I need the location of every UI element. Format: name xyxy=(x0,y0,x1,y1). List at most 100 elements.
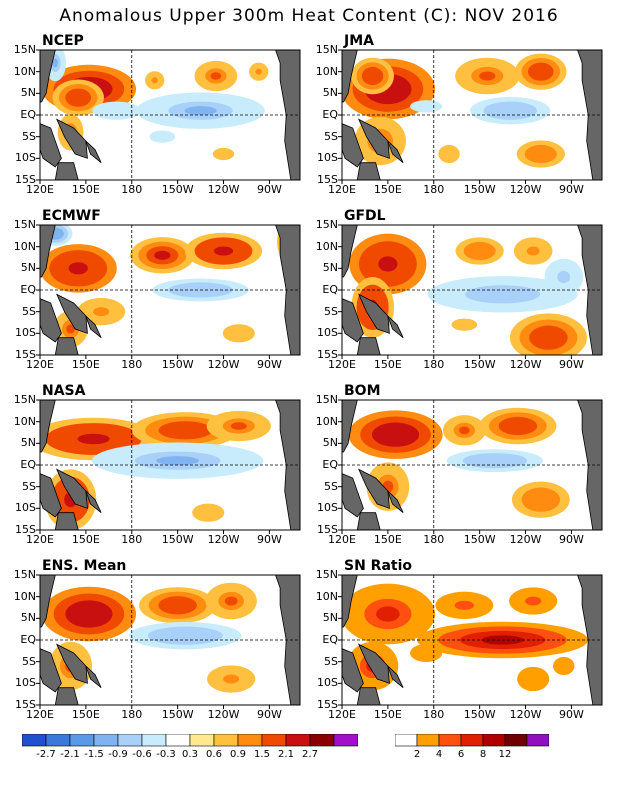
y-tick-label: 10N xyxy=(13,589,36,603)
panel-title: ENS. Mean xyxy=(42,558,127,574)
colorbar-swatch xyxy=(69,733,95,747)
colorbar-label: 0.6 xyxy=(206,749,222,760)
contour-region xyxy=(557,270,571,284)
colorbar-label: -0.3 xyxy=(156,749,176,760)
x-tick-label: 150W xyxy=(463,358,496,371)
land-mass xyxy=(356,512,381,530)
x-tick-label: 120E xyxy=(26,183,54,196)
contour-region xyxy=(155,133,169,140)
contour-region xyxy=(531,493,551,506)
y-tick-label: EQ xyxy=(20,108,36,121)
colorbar-label: 4 xyxy=(435,749,443,760)
contour-region xyxy=(483,289,522,299)
contour-region xyxy=(478,456,511,465)
contour-region xyxy=(457,321,471,328)
y-tick-label: EQ xyxy=(322,458,338,471)
contour-region xyxy=(77,433,110,445)
land-mass xyxy=(387,665,404,688)
contour-region xyxy=(532,149,549,159)
contour-region xyxy=(171,425,199,435)
colorbar-swatch xyxy=(237,733,263,747)
y-tick-label: 15N xyxy=(13,218,36,231)
panel-title: ECMWF xyxy=(42,208,101,224)
colorbar-swatch xyxy=(309,733,335,747)
contour-region xyxy=(77,607,101,621)
x-tick-label: 120W xyxy=(207,358,240,371)
x-tick-label: 150W xyxy=(161,358,194,371)
x-tick-label: 180 xyxy=(121,358,143,371)
y-tick-label: 5S xyxy=(22,129,36,143)
x-tick-label: 120W xyxy=(509,183,542,196)
heatmap-plot xyxy=(338,399,603,534)
panel-title: BOM xyxy=(344,383,381,399)
panel-ens-mean: ENS. Mean 120E 150E 180 150W 120W 90W 15N 10N 5N E… xyxy=(14,558,301,721)
y-tick-label: 15N xyxy=(13,393,36,406)
land-mass xyxy=(358,118,390,159)
y-tick-label: EQ xyxy=(322,108,338,121)
y-tick-label: 5N xyxy=(322,436,338,450)
contour-region xyxy=(508,421,528,431)
y-tick-label: 10S xyxy=(317,676,338,690)
x-tick-label: 90W xyxy=(558,358,584,371)
heatmap-plot xyxy=(36,224,301,359)
x-tick-label: 150E xyxy=(373,183,402,196)
x-tick-label: 120E xyxy=(26,533,54,546)
sn-colorbar: 2 4 6 8 12 xyxy=(394,733,550,760)
contour-region xyxy=(200,508,217,518)
x-tick-label: 120W xyxy=(509,358,542,371)
y-tick-label: 15N xyxy=(315,43,338,56)
y-tick-label: 10N xyxy=(315,64,338,78)
y-tick-label: 10S xyxy=(15,326,36,340)
land-mass xyxy=(54,337,79,355)
y-tick-label: 5N xyxy=(322,86,338,100)
contour-region xyxy=(66,324,75,334)
x-tick-label: 150E xyxy=(71,533,100,546)
colorbar-swatch xyxy=(504,733,528,747)
heatmap-plot xyxy=(36,49,301,184)
contour-region xyxy=(534,67,548,77)
y-tick-label: 10N xyxy=(13,239,36,253)
panel-title: JMA xyxy=(344,33,374,49)
colorbar-label: 6 xyxy=(457,749,465,760)
y-tick-label: 10S xyxy=(15,501,36,515)
colorbar-swatch xyxy=(261,733,287,747)
y-tick-label: 5S xyxy=(324,304,338,318)
colorbar-swatch xyxy=(141,733,167,747)
colorbar-label: 2 xyxy=(413,749,421,760)
x-tick-label: 150W xyxy=(463,533,496,546)
land-mass xyxy=(85,665,102,688)
contour-region xyxy=(479,71,496,81)
panel-nasa: NASA 120E 150E 180 150W 120W 90W 15N 10N 5N EQ 5S 10… xyxy=(14,383,301,546)
colorbar-swatch xyxy=(526,733,550,747)
panel-title: GFDL xyxy=(344,208,386,224)
y-tick-label: 10N xyxy=(13,64,36,78)
land-mass xyxy=(342,400,358,453)
panel-gfdl: GFDL 120E 150E 180 150W 120W 90W 15N 10N 5N EQ 5S 10… xyxy=(316,208,603,371)
x-tick-label: 150E xyxy=(373,533,402,546)
y-tick-label: 15S xyxy=(317,348,338,361)
contour-region xyxy=(525,672,542,686)
y-tick-label: EQ xyxy=(20,458,36,471)
x-tick-label: 180 xyxy=(423,183,445,196)
colorbar-swatch xyxy=(213,733,239,747)
land-mass xyxy=(358,468,390,509)
x-tick-label: 150E xyxy=(71,183,100,196)
x-tick-label: 120E xyxy=(328,183,356,196)
panel-jma: JMA 120E 150E 180 150W 120W 90W 15N 10N 5N EQ 5S 10S… xyxy=(316,33,603,196)
contour-region xyxy=(526,246,540,256)
colorbar-swatch xyxy=(482,733,506,747)
heatmap-plot xyxy=(36,399,301,534)
contour-region xyxy=(418,103,435,110)
contour-region xyxy=(210,72,222,80)
colorbar-swatch xyxy=(285,733,311,747)
panel-title: NCEP xyxy=(42,33,84,49)
panel-ncep: NCEP 120E 150E 180 150W 120W 90W 15N 10N 5N EQ 5S 10… xyxy=(14,33,301,196)
colorbar-swatch xyxy=(189,733,215,747)
colorbar-swatch xyxy=(93,733,119,747)
contour-region xyxy=(68,262,88,275)
colorbar-label: -2.7 xyxy=(36,749,56,760)
x-tick-label: 180 xyxy=(121,533,143,546)
land-mass xyxy=(356,162,381,180)
y-tick-label: 5S xyxy=(22,304,36,318)
colorbar-swatches xyxy=(394,733,550,747)
